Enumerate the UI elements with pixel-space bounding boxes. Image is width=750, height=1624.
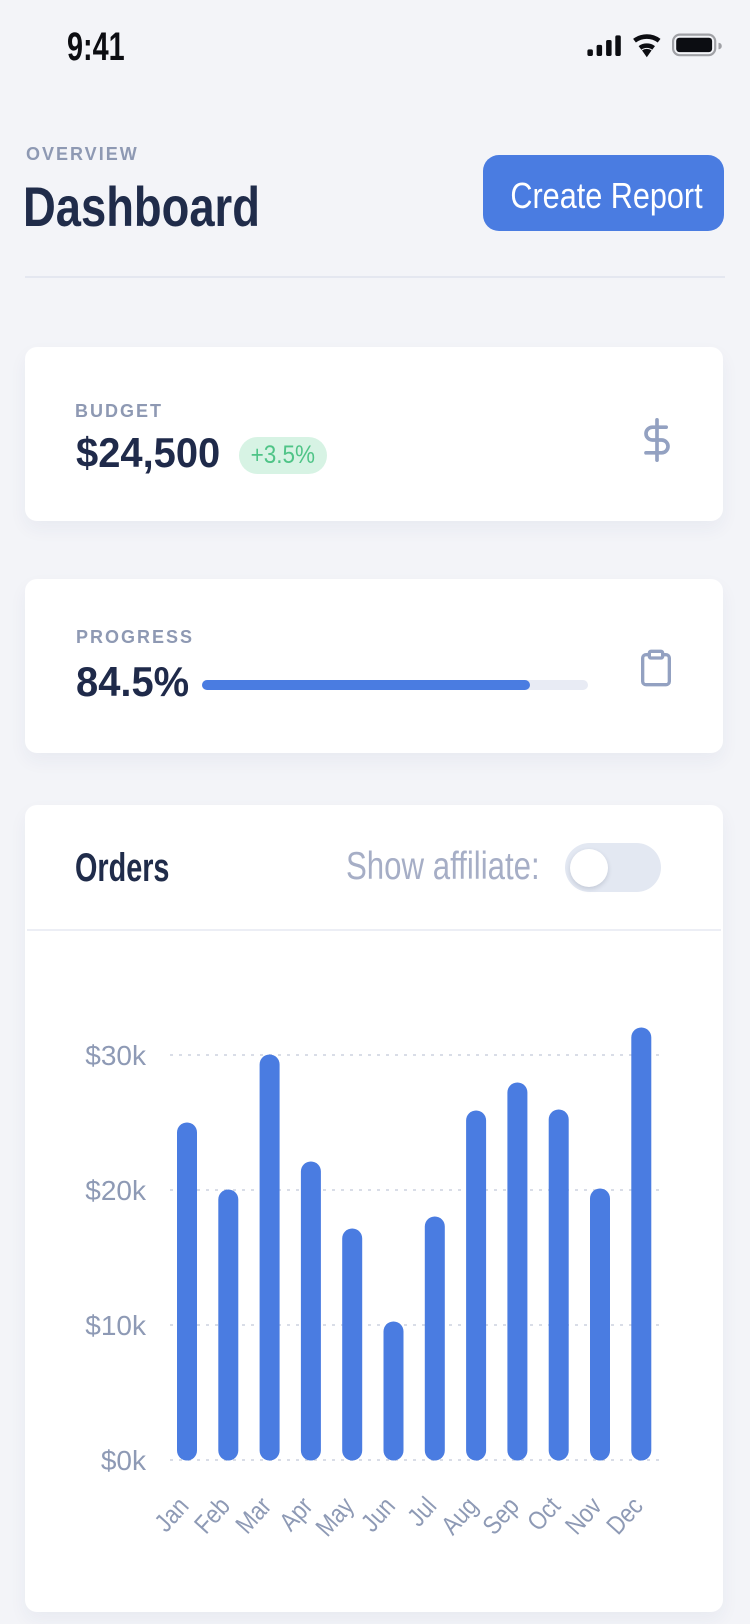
svg-text:Oct: Oct (522, 1492, 567, 1537)
svg-text:May: May (310, 1492, 360, 1542)
svg-text:Dec: Dec (601, 1492, 649, 1541)
svg-text:Apr: Apr (274, 1492, 319, 1537)
svg-text:$0k: $0k (101, 1445, 147, 1476)
svg-text:Jun: Jun (356, 1492, 401, 1538)
svg-text:Jan: Jan (149, 1492, 194, 1538)
svg-text:$30k: $30k (85, 1040, 147, 1071)
svg-text:$10k: $10k (85, 1310, 147, 1341)
svg-text:Feb: Feb (189, 1492, 236, 1540)
svg-text:Sep: Sep (477, 1492, 525, 1541)
svg-text:Jul: Jul (402, 1492, 443, 1532)
svg-text:Mar: Mar (230, 1492, 277, 1540)
svg-text:Aug: Aug (436, 1492, 484, 1541)
svg-text:Nov: Nov (560, 1492, 608, 1541)
svg-text:$20k: $20k (85, 1175, 147, 1206)
